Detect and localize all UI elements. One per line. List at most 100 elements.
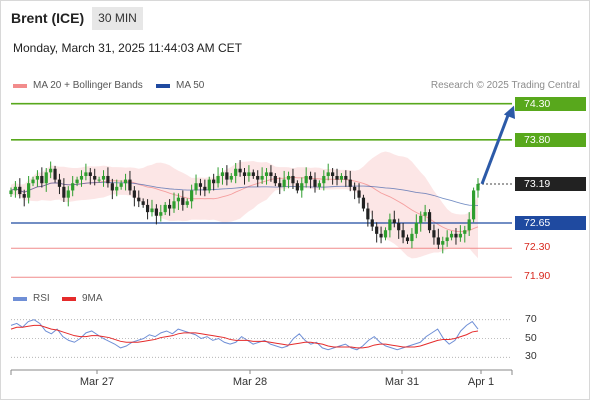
candle-body [454,233,458,238]
candle-body [339,175,344,180]
rsi-swatch [13,296,27,301]
candle-body [308,175,313,180]
candle-body [476,183,480,191]
candle-body [62,186,66,198]
candle-body [159,212,163,216]
candle-body [242,172,247,176]
candle-body [366,208,370,220]
candle-body [441,241,445,245]
candle-body [172,201,176,209]
candle-body [35,175,40,180]
candle-body [423,212,427,216]
candle-body [18,186,22,195]
rsi-axis-label: 70 [525,312,537,325]
candle-body [388,219,392,231]
candle-body [419,215,423,223]
candle-body [331,172,335,176]
candle-body [71,183,75,191]
legend-ma50-label: MA 50 [176,80,205,91]
timestamp: Monday, March 31, 2025 11:44:03 AM CET [13,41,243,55]
candle-body [216,175,220,184]
ma50-swatch [156,83,170,88]
candle-body [300,183,304,191]
candle-body [141,201,145,205]
candle-body [9,190,13,195]
candle-body [397,222,401,231]
candle-body [410,233,414,242]
ma50-line [10,181,479,207]
candle-body [123,179,128,184]
candle-body [40,175,44,184]
candle-body [194,183,198,191]
candle-body [49,168,53,173]
price-tag-current_price: 73.19 [515,176,586,191]
candle-body [119,183,123,187]
x-axis-tick-label: Mar 28 [232,376,268,388]
forecast-arrowhead [503,105,516,120]
price-tag-resistance: 73.80 [515,132,586,147]
candle-body [185,201,189,205]
candle-body [176,197,181,202]
candle-body [88,172,92,176]
price-tag-resistance: 74.30 [515,96,586,111]
candle-body [286,175,291,180]
candle-body [93,175,97,180]
candle-body [264,172,269,176]
candle-body [238,168,242,173]
candle-body [427,212,432,231]
x-axis-tick-label: Apr 1 [467,376,495,388]
candle-body [203,186,207,191]
candle-body [247,172,251,176]
legend-rsi-ma-label: 9MA [82,293,103,304]
candle-body [322,175,326,184]
candle-body [282,179,286,187]
candle-body [190,190,194,202]
candle-body [75,179,79,184]
legend-rsi-ma: 9MA [62,293,103,304]
legend-rsi: RSI [13,293,50,304]
price-label-support: 71.90 [524,270,551,283]
candle-body [463,230,467,234]
candle-body [115,186,119,191]
candle-body [401,230,405,238]
rsi-axis-label: 30 [525,350,537,363]
timeframe-badge[interactable]: 30 MIN [92,7,143,30]
candle-body [57,179,62,187]
bollinger-band [11,151,478,259]
candle-body [44,172,48,184]
candle-body [132,190,136,198]
candle-body [137,197,141,202]
price-tag-pivot: 72.65 [515,215,586,230]
candle-body [66,190,70,198]
candle-body [357,190,361,198]
candle-body [370,219,374,227]
candle-body [445,237,449,242]
candle-body [207,179,211,191]
candle-body [31,179,35,184]
candle-body [22,194,26,198]
rsi-ma-line [10,324,479,349]
candle-body [13,186,18,191]
candle-body [225,172,229,180]
candle-body [168,204,172,209]
candle-body [432,230,436,238]
candle-body [27,183,31,198]
candle-body [84,172,88,176]
candle-body [256,175,260,180]
candle-body [260,175,264,180]
candle-body [375,226,379,234]
candle-body [405,237,410,242]
instrument-title: Brent (ICE) [11,10,85,26]
candle-body [106,175,110,184]
candle-body [304,175,308,184]
candle-body [344,175,348,180]
candle-body [53,168,57,180]
price-label-support: 72.30 [524,241,551,254]
candle-body [79,175,84,180]
candle-body [449,233,454,238]
candle-body [251,172,255,176]
candle-body [313,179,317,187]
candle-body [128,179,132,191]
candle-body [234,168,238,176]
candle-body [361,197,366,209]
